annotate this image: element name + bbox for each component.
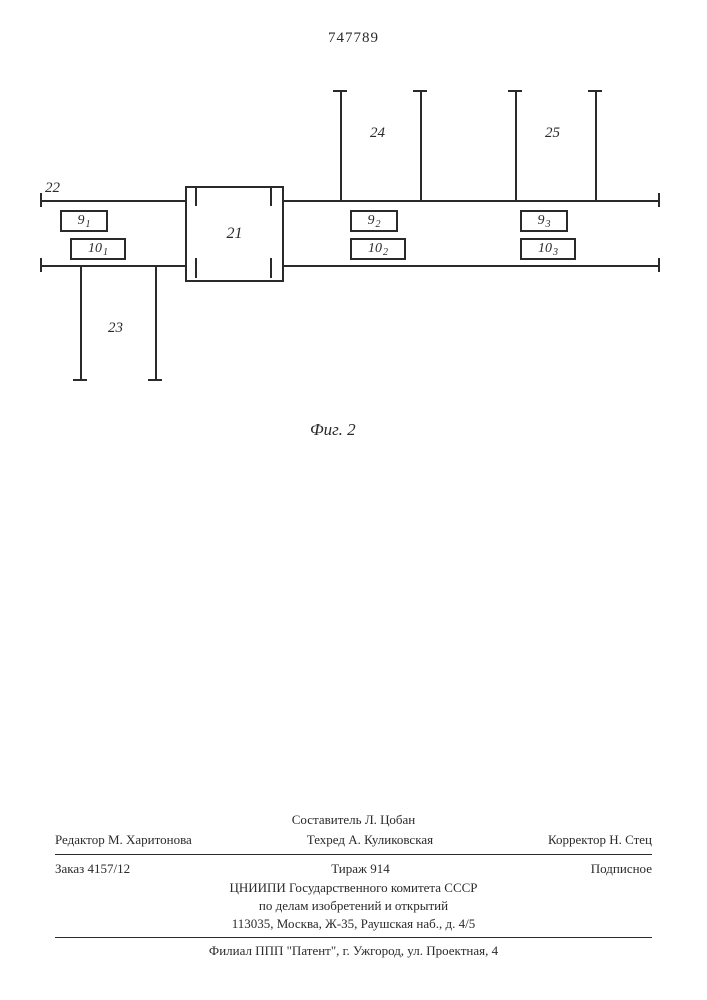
stub-cap	[588, 90, 602, 92]
footer-compiler: Составитель Л. Цобан	[292, 812, 415, 828]
footer-org1: ЦНИИПИ Государственного комитета СССР	[55, 879, 652, 897]
stub-cap	[73, 379, 87, 381]
footer-editor: Редактор М. Харитонова	[55, 832, 192, 848]
box-9-2: 92	[350, 210, 398, 232]
box-9-3: 93	[520, 210, 568, 232]
box-sub: 2	[383, 247, 388, 258]
page-number: 747789	[328, 30, 379, 47]
footer-subscription: Подписное	[591, 861, 652, 877]
footer-org2: по делам изобретений и открытий	[55, 897, 652, 915]
footer-corrector: Корректор Н. Стец	[548, 832, 652, 848]
stub-cap	[148, 379, 162, 381]
box-sub: 1	[103, 247, 108, 258]
footer-order: Заказ 4157/12	[55, 861, 130, 877]
footer-rule	[55, 854, 652, 855]
endcap	[658, 193, 660, 207]
box21-tick	[195, 258, 197, 278]
footer-rule	[55, 937, 652, 938]
stub-down	[80, 265, 82, 380]
label-24: 24	[370, 125, 385, 142]
box-sub: 3	[553, 247, 558, 258]
box-num: 9	[368, 213, 375, 229]
box-num: 9	[538, 213, 545, 229]
stub-down	[155, 265, 157, 380]
box-21-label: 21	[227, 225, 243, 243]
box-num: 10	[538, 241, 552, 257]
label-23: 23	[108, 320, 123, 337]
footer-branch: Филиал ППП "Патент", г. Ужгород, ул. Про…	[55, 942, 652, 960]
box-sub: 1	[86, 219, 91, 230]
footer-circulation: Тираж 914	[331, 861, 390, 877]
box-10-3: 103	[520, 238, 576, 260]
stub-cap	[333, 90, 347, 92]
box-9-1: 91	[60, 210, 108, 232]
figure-caption: Фиг. 2	[310, 420, 356, 440]
footer-addr: 113035, Москва, Ж-35, Раушская наб., д. …	[55, 915, 652, 933]
stub-cap	[413, 90, 427, 92]
box-num: 10	[368, 241, 382, 257]
endcap	[658, 258, 660, 272]
box-sub: 2	[376, 219, 381, 230]
stub-up	[340, 90, 342, 200]
box-num: 9	[78, 213, 85, 229]
diagram: 22 24 25 23 91 101 92 102 93 103 21 Фиг.…	[40, 90, 660, 390]
footer-block: Составитель Л. Цобан Редактор М. Харитон…	[55, 810, 652, 960]
stub-cap	[508, 90, 522, 92]
box-10-2: 102	[350, 238, 406, 260]
endcap	[40, 193, 42, 207]
label-22: 22	[45, 180, 60, 197]
box21-tick	[270, 258, 272, 278]
box-num: 10	[88, 241, 102, 257]
box21-tick	[195, 186, 197, 206]
label-25: 25	[545, 125, 560, 142]
box-10-1: 101	[70, 238, 126, 260]
channel-bottom-line	[40, 265, 660, 267]
stub-up	[515, 90, 517, 200]
channel-top-line	[40, 200, 660, 202]
box-sub: 3	[546, 219, 551, 230]
box21-tick	[270, 186, 272, 206]
footer-tech: Техред А. Куликовская	[307, 832, 433, 848]
endcap	[40, 258, 42, 272]
stub-up	[595, 90, 597, 200]
stub-up	[420, 90, 422, 200]
